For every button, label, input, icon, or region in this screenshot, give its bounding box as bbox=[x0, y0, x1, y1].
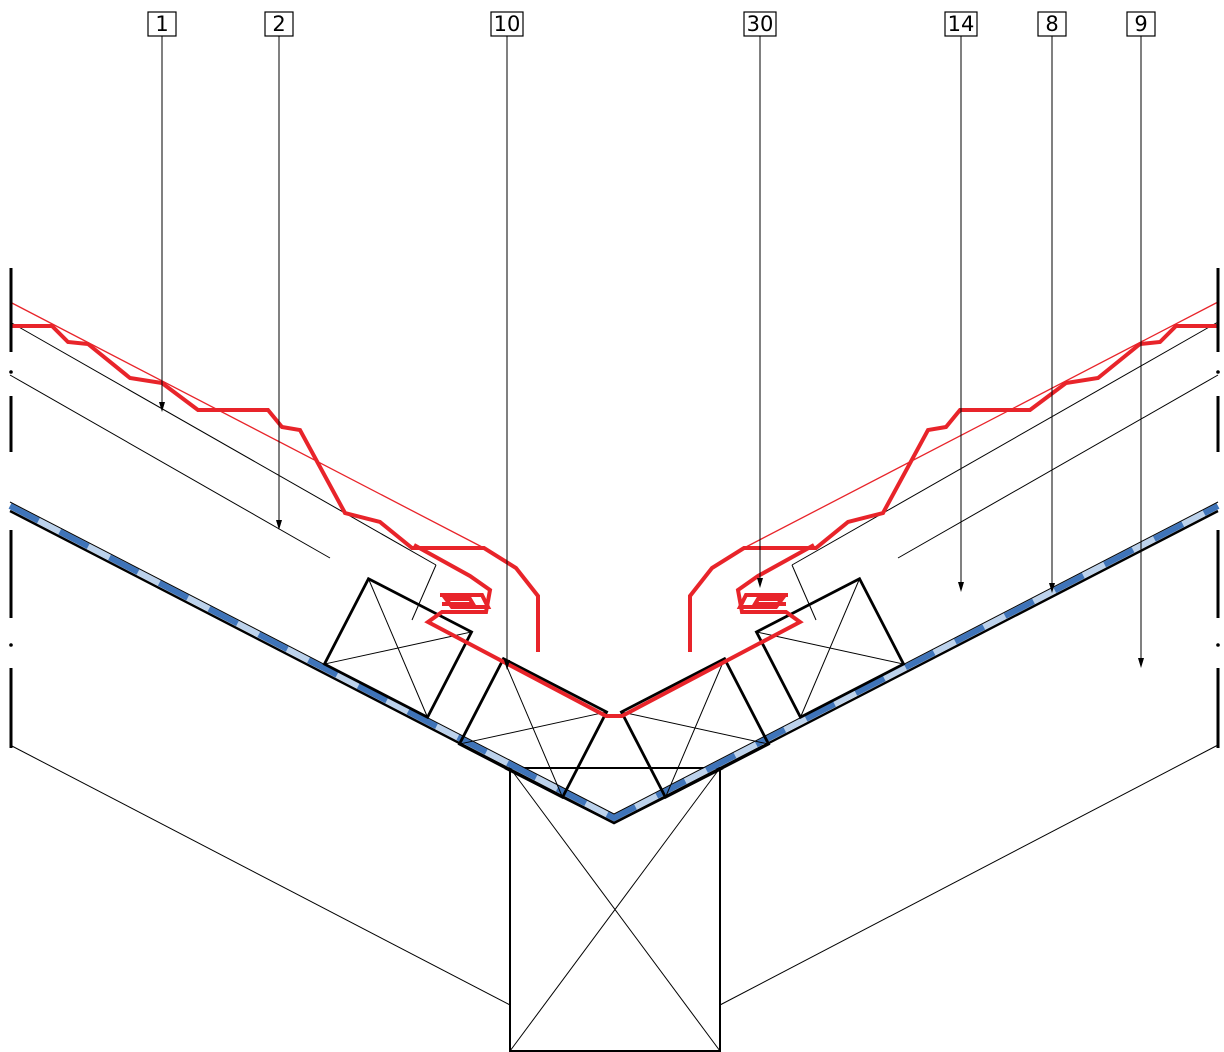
callout-1: 1 bbox=[148, 12, 176, 36]
callout-14-label: 14 bbox=[948, 12, 975, 36]
valley-gutter bbox=[440, 595, 488, 607]
callout-8: 8 bbox=[1038, 12, 1066, 36]
callout-9: 9 bbox=[1127, 12, 1155, 36]
underlay-membrane bbox=[10, 502, 1218, 823]
callout-30-label: 30 bbox=[747, 12, 774, 36]
roof-cladding bbox=[10, 302, 1218, 716]
leader-lines bbox=[159, 36, 1144, 670]
callout-10: 10 bbox=[491, 12, 523, 36]
callout-9-label: 9 bbox=[1134, 12, 1147, 36]
membrane-dashes bbox=[10, 506, 1218, 818]
callout-8-label: 8 bbox=[1045, 12, 1058, 36]
valley-gutter-hook-right bbox=[740, 595, 788, 607]
membrane-band bbox=[10, 506, 1218, 818]
callout-30: 30 bbox=[744, 12, 776, 36]
callout-1-label: 1 bbox=[155, 12, 168, 36]
insulation-layer-lines bbox=[10, 322, 1218, 620]
callout-2: 2 bbox=[265, 12, 293, 36]
callout-10-label: 10 bbox=[494, 12, 521, 36]
valley-beam bbox=[510, 768, 720, 1051]
valley-gutter-base bbox=[414, 545, 814, 716]
callout-14: 14 bbox=[945, 12, 977, 36]
rafter-outlines bbox=[10, 745, 1218, 1005]
callout-2-label: 2 bbox=[272, 12, 285, 36]
